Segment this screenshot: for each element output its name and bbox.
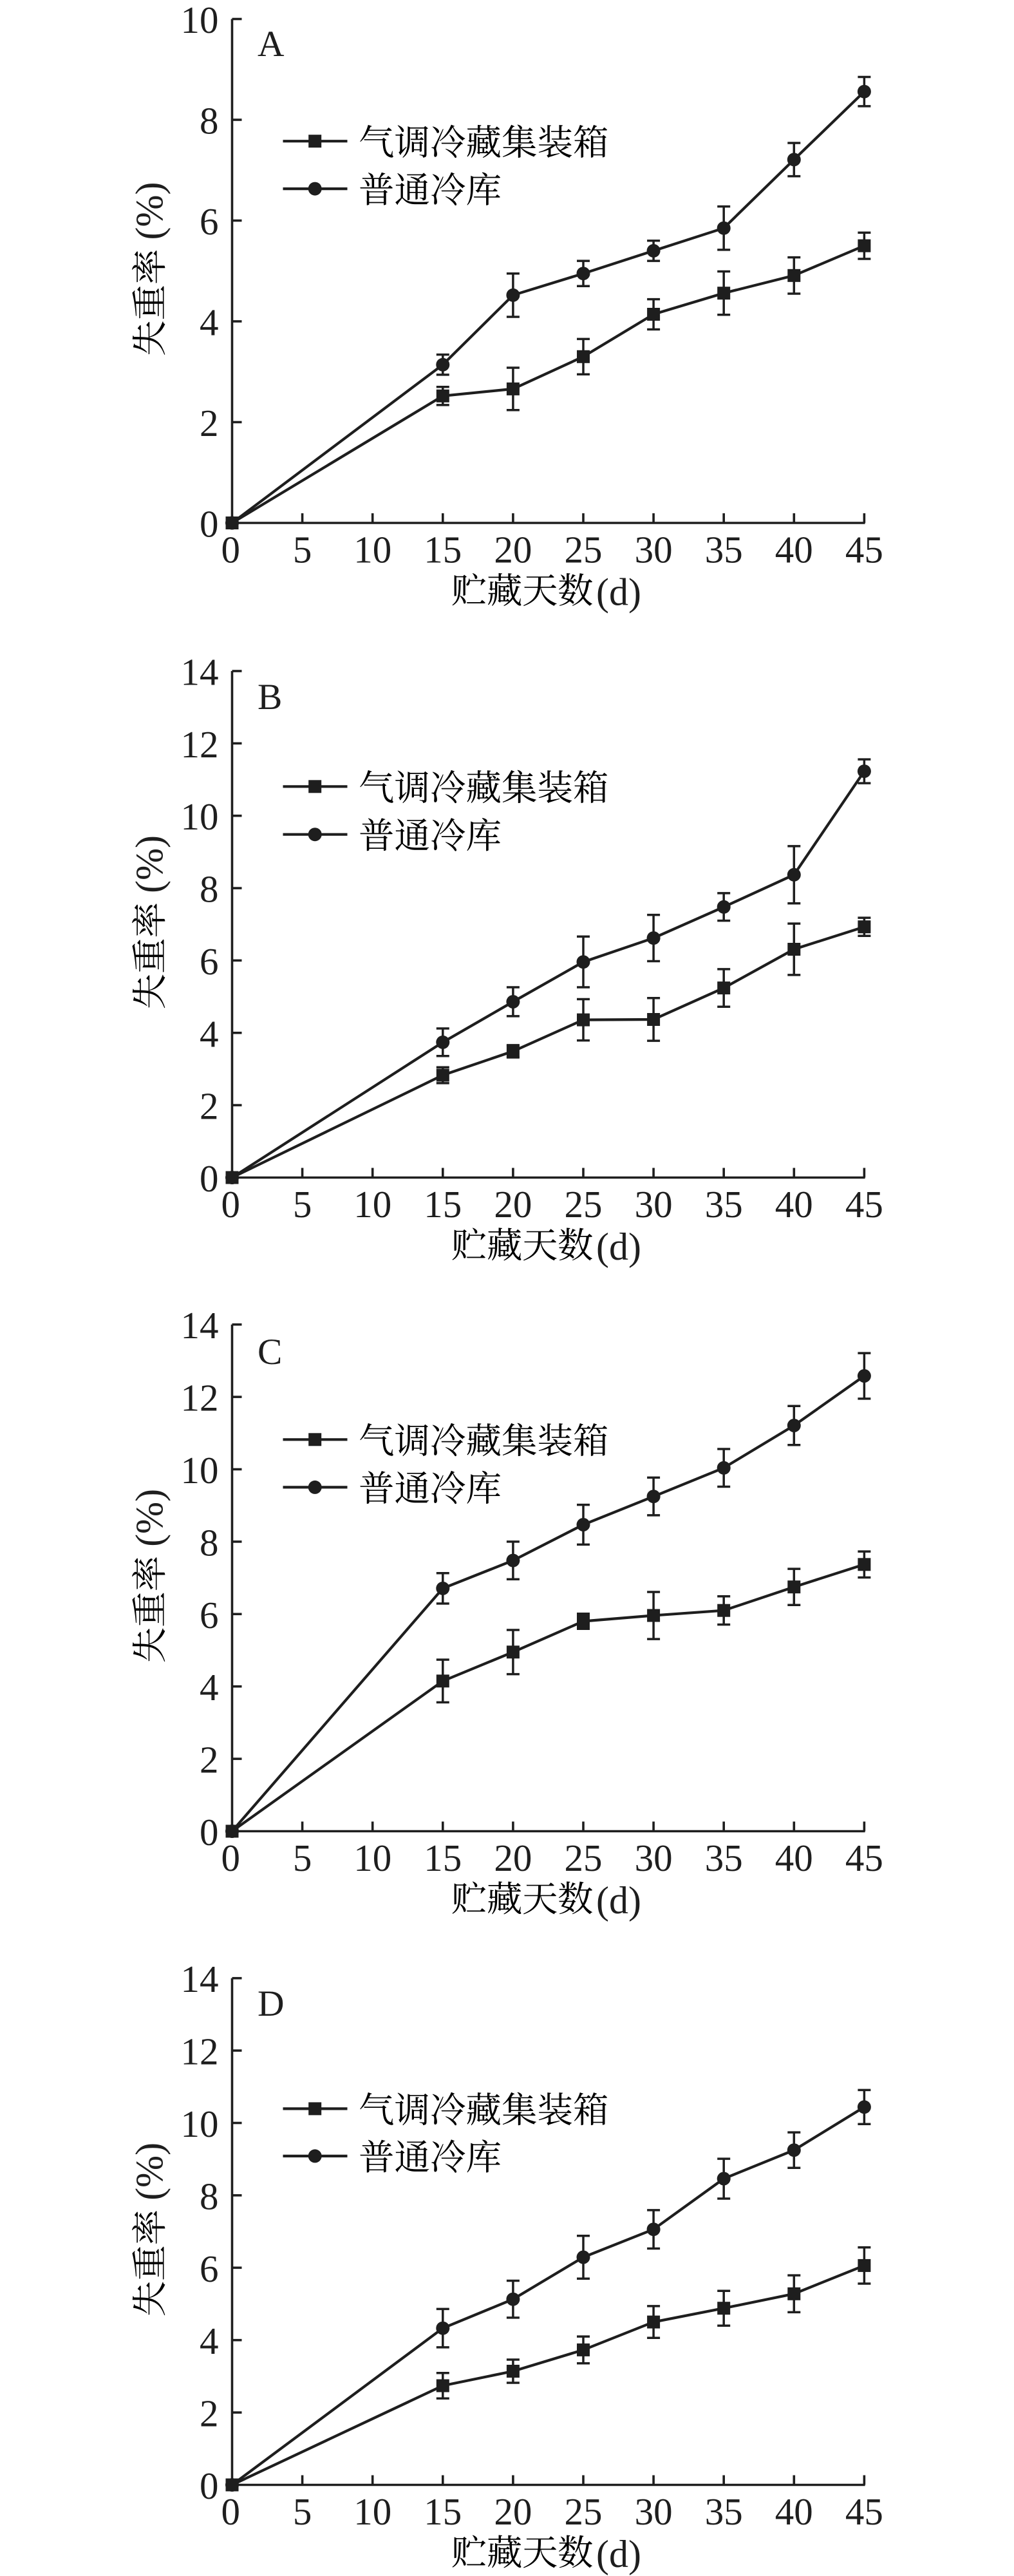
svg-text:4: 4 — [200, 1012, 219, 1055]
svg-text:(%): (%) — [128, 1489, 171, 1547]
svg-text:35: 35 — [705, 1837, 743, 1879]
svg-text:30: 30 — [635, 529, 673, 571]
svg-text:5: 5 — [293, 529, 312, 571]
svg-text:(d): (d) — [596, 1879, 641, 1922]
svg-text:C: C — [258, 1332, 282, 1372]
svg-text:25: 25 — [565, 1183, 603, 1226]
svg-text:20: 20 — [494, 529, 532, 571]
svg-text:8: 8 — [200, 868, 219, 911]
svg-text:45: 45 — [845, 529, 883, 571]
svg-text:0: 0 — [221, 529, 241, 571]
svg-text:12: 12 — [181, 1377, 219, 1419]
svg-text:12: 12 — [181, 723, 219, 766]
svg-text:10: 10 — [181, 0, 219, 41]
svg-text:2: 2 — [200, 1739, 219, 1781]
svg-text:40: 40 — [775, 2490, 813, 2533]
svg-text:10: 10 — [353, 1183, 391, 1226]
svg-text:(d): (d) — [596, 571, 641, 614]
svg-text:2: 2 — [200, 1085, 219, 1128]
svg-text:5: 5 — [293, 1837, 312, 1879]
svg-text:35: 35 — [705, 2490, 743, 2533]
svg-text:30: 30 — [635, 1837, 673, 1879]
svg-text:2: 2 — [200, 2392, 219, 2435]
svg-text:0: 0 — [221, 2490, 241, 2533]
svg-text:(d): (d) — [596, 1226, 641, 1268]
svg-text:A: A — [258, 24, 285, 64]
svg-text:40: 40 — [775, 1183, 813, 1226]
svg-text:35: 35 — [705, 529, 743, 571]
svg-text:(%): (%) — [128, 2143, 171, 2201]
svg-text:14: 14 — [181, 651, 219, 694]
svg-text:40: 40 — [775, 529, 813, 571]
svg-text:10: 10 — [353, 2490, 391, 2533]
svg-text:0: 0 — [200, 1811, 219, 1853]
svg-text:8: 8 — [200, 100, 219, 142]
svg-text:10: 10 — [181, 795, 219, 838]
svg-text:0: 0 — [221, 1837, 241, 1879]
svg-text:4: 4 — [200, 2320, 219, 2362]
svg-text:(%): (%) — [128, 835, 171, 893]
svg-text:14: 14 — [181, 1304, 219, 1347]
svg-text:(%): (%) — [128, 182, 171, 240]
svg-text:(d): (d) — [596, 2533, 641, 2575]
svg-text:45: 45 — [845, 1837, 883, 1879]
svg-text:15: 15 — [424, 1183, 462, 1226]
svg-text:6: 6 — [200, 940, 219, 983]
svg-text:45: 45 — [845, 1183, 883, 1226]
svg-text:4: 4 — [200, 301, 219, 344]
svg-text:15: 15 — [424, 2490, 462, 2533]
svg-text:6: 6 — [200, 1594, 219, 1636]
svg-text:0: 0 — [200, 1157, 219, 1200]
svg-text:45: 45 — [845, 2490, 883, 2533]
svg-text:0: 0 — [200, 2465, 219, 2507]
svg-text:0: 0 — [221, 1183, 241, 1226]
svg-text:20: 20 — [494, 2490, 532, 2533]
svg-text:10: 10 — [181, 1449, 219, 1492]
svg-text:B: B — [258, 677, 282, 717]
svg-text:25: 25 — [565, 529, 603, 571]
svg-text:25: 25 — [565, 1837, 603, 1879]
svg-text:30: 30 — [635, 2490, 673, 2533]
svg-text:20: 20 — [494, 1837, 532, 1879]
svg-text:10: 10 — [353, 1837, 391, 1879]
svg-text:25: 25 — [565, 2490, 603, 2533]
svg-text:8: 8 — [200, 1521, 219, 1564]
svg-text:12: 12 — [181, 2031, 219, 2073]
svg-text:35: 35 — [705, 1183, 743, 1226]
svg-text:4: 4 — [200, 1666, 219, 1709]
svg-text:6: 6 — [200, 200, 219, 243]
svg-text:5: 5 — [293, 2490, 312, 2533]
svg-text:10: 10 — [181, 2103, 219, 2145]
svg-text:0: 0 — [200, 503, 219, 545]
svg-text:30: 30 — [635, 1183, 673, 1226]
svg-text:10: 10 — [353, 529, 391, 571]
svg-text:15: 15 — [424, 1837, 462, 1879]
svg-text:20: 20 — [494, 1183, 532, 1226]
svg-text:14: 14 — [181, 1958, 219, 2000]
svg-text:D: D — [258, 1984, 285, 2024]
svg-text:15: 15 — [424, 529, 462, 571]
svg-text:6: 6 — [200, 2248, 219, 2290]
svg-text:8: 8 — [200, 2175, 219, 2217]
svg-text:5: 5 — [293, 1183, 312, 1226]
svg-text:2: 2 — [200, 402, 219, 444]
svg-text:40: 40 — [775, 1837, 813, 1879]
